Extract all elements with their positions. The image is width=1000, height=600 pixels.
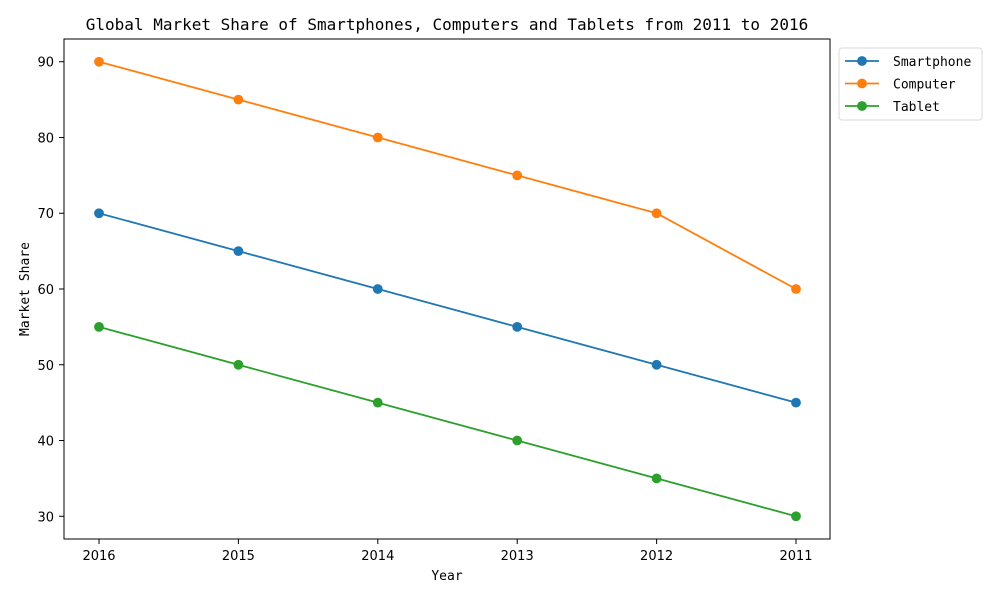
data-point-tablet xyxy=(233,359,244,370)
data-point-smartphone xyxy=(233,246,244,257)
y-tick-label: 80 xyxy=(37,131,54,146)
x-tick-label: 2016 xyxy=(82,549,115,564)
series-line-smartphone xyxy=(98,212,797,404)
plot-frame xyxy=(63,38,831,540)
data-point-computer xyxy=(94,56,104,67)
legend-label-computer: Computer xyxy=(893,78,956,93)
y-tick-label: 30 xyxy=(37,510,54,525)
y-tick-label: 50 xyxy=(37,359,54,374)
legend-label-smartphone: Smartphone xyxy=(893,55,971,70)
data-point-tablet xyxy=(372,397,383,408)
data-point-computer xyxy=(233,94,244,105)
legend-item-tablet: Tablet xyxy=(845,100,940,115)
series-computer xyxy=(94,56,801,294)
chart-title: Global Market Share of Smartphones, Comp… xyxy=(86,15,808,34)
data-point-smartphone xyxy=(651,359,662,370)
data-point-smartphone xyxy=(372,284,383,294)
y-axis-ticks: 30 40 50 60 70 80 90 xyxy=(37,56,64,525)
series-tablet xyxy=(94,321,801,522)
data-point-tablet xyxy=(512,435,523,446)
data-point-tablet xyxy=(791,511,801,522)
data-point-computer xyxy=(651,208,662,219)
data-point-smartphone xyxy=(94,208,104,219)
data-point-smartphone xyxy=(791,397,801,408)
data-point-computer xyxy=(372,132,383,143)
x-tick-label: 2014 xyxy=(361,549,394,564)
legend-label-tablet: Tablet xyxy=(893,100,940,115)
legend-box xyxy=(838,47,983,121)
x-axis-label: Year xyxy=(431,569,462,584)
legend: Smartphone Computer Tablet xyxy=(838,47,983,121)
legend-item-smartphone: Smartphone xyxy=(845,55,971,70)
x-axis-ticks: 2016 2015 2014 2013 2012 2011 xyxy=(82,539,813,564)
legend-marker-computer xyxy=(857,78,867,89)
data-point-tablet xyxy=(94,321,104,332)
data-point-tablet xyxy=(651,473,662,484)
x-tick-label: 2011 xyxy=(779,549,812,564)
series-layer xyxy=(94,56,801,522)
y-tick-label: 60 xyxy=(37,283,54,298)
series-line-computer xyxy=(98,60,797,290)
x-tick-label: 2013 xyxy=(501,549,534,564)
legend-item-computer: Computer xyxy=(845,78,956,93)
series-line-tablet xyxy=(98,326,797,518)
legend-marker-smartphone xyxy=(857,56,867,66)
data-point-computer xyxy=(512,170,523,181)
y-tick-label: 40 xyxy=(37,435,54,450)
x-tick-label: 2012 xyxy=(640,549,673,564)
x-tick-label: 2015 xyxy=(222,549,255,564)
data-point-computer xyxy=(791,284,801,294)
plot-area xyxy=(63,38,831,540)
y-tick-label: 90 xyxy=(37,56,54,71)
y-axis-label: Market Share xyxy=(18,242,33,336)
data-point-smartphone xyxy=(512,321,523,332)
legend-marker-tablet xyxy=(857,101,867,111)
y-tick-label: 70 xyxy=(37,207,54,222)
series-smartphone xyxy=(94,208,801,408)
